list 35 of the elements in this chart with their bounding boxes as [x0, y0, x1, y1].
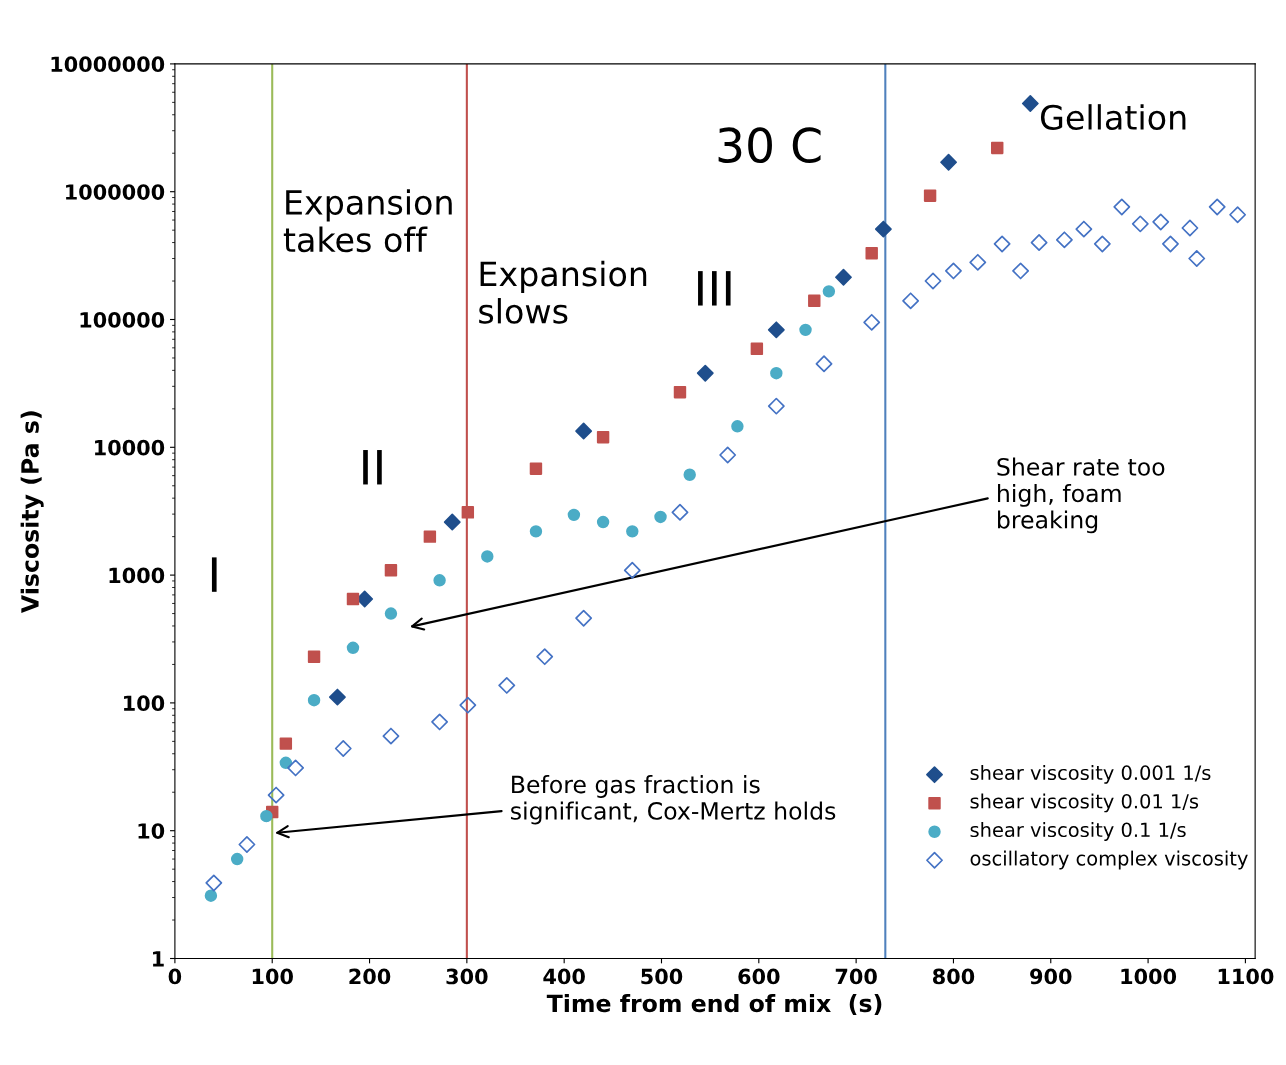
annotation: Expansion takes off [283, 189, 452, 253]
y-tick-label: 10 [138, 823, 165, 839]
x-tick-label: 1000 [1121, 968, 1177, 985]
x-tick-label: 700 [835, 968, 877, 985]
legend-label: shear viscosity 0.1 1/s [970, 822, 1186, 841]
annotation: Before gas fraction is significant, Cox-Mertz holds [511, 775, 836, 825]
x-tick-label: 1100 [1218, 968, 1274, 985]
y-tick-label: 100000 [80, 311, 165, 328]
annotation: Gellation [1040, 104, 1186, 130]
y-tick-label: 10000000 [51, 56, 165, 73]
legend-label: shear viscosity 0.01 1/s [970, 793, 1199, 813]
x-tick-label: 300 [446, 968, 488, 985]
y-tick-label: 10000 [95, 439, 165, 456]
legend-label: shear viscosity 0.001 1/s [970, 764, 1211, 784]
annotation: II [363, 450, 382, 485]
x-tick-label: 600 [738, 968, 780, 985]
y-axis-title: Viscosity (Pa s) [20, 411, 44, 613]
x-tick-label: 800 [932, 968, 975, 985]
x-tick-label: 900 [1030, 968, 1072, 985]
y-tick-label: 1 [153, 951, 164, 967]
x-tick-label: 400 [543, 968, 585, 985]
y-tick-label: 1000 [109, 567, 165, 584]
legend-label: oscillatory complex viscosity [970, 850, 1248, 870]
x-axis-title: Time from end of mix (s) [546, 993, 882, 1015]
x-tick-label: 0 [168, 968, 182, 985]
annotation: Shear rate too high, foam breaking [997, 457, 1165, 534]
y-tick-label: 1000000 [66, 184, 165, 200]
annotation: III [698, 271, 731, 306]
x-tick-label: 100 [252, 968, 293, 985]
annotation: I [211, 557, 217, 592]
x-tick-label: 500 [641, 968, 683, 985]
x-tick-label: 200 [349, 968, 391, 985]
annotation: Expansion slows [479, 260, 647, 324]
annotation: 30 C [718, 127, 821, 164]
y-tick-label: 100 [124, 695, 165, 712]
